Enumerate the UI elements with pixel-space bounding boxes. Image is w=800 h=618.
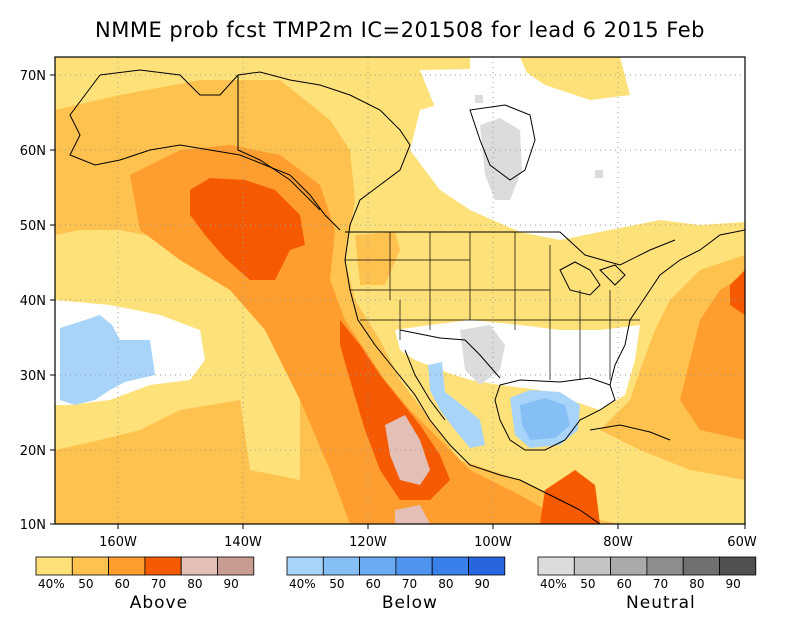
map-title: NMME prob fcst TMP2m IC=201508 for lead … <box>95 18 705 42</box>
lat-label: 70N <box>20 69 46 84</box>
legend-label: 80 <box>187 577 202 591</box>
legend-swatch <box>71 556 110 576</box>
lon-label: 120W <box>349 535 387 550</box>
legend-label: 60 <box>366 577 381 591</box>
legend-label: 50 <box>580 577 595 591</box>
below-40-pacific <box>60 315 155 405</box>
lon-labels: 160W 140W 120W 100W 80W 60W <box>99 535 757 550</box>
legend-label: 70 <box>151 577 166 591</box>
above-70-alaska <box>190 178 305 280</box>
legend-swatch <box>431 556 469 576</box>
legend-above: 40% 50 60 70 80 90 Above <box>35 556 255 613</box>
above-70-central-america <box>540 470 600 524</box>
legend-swatch <box>719 556 757 576</box>
gulf-of-mexico-coast <box>494 377 616 451</box>
legend-caption: Neutral <box>626 593 696 613</box>
legend-label: 40% <box>38 577 65 591</box>
legend-label: 70 <box>402 577 417 591</box>
legend-below: 40% 50 60 70 80 90 Below <box>286 556 506 613</box>
legend-swatch <box>180 556 218 576</box>
legend-swatch <box>646 556 684 576</box>
lon-label: 80W <box>603 535 633 550</box>
legend-swatch <box>108 556 146 576</box>
legend-swatch <box>322 556 360 576</box>
lat-label: 30N <box>20 369 46 384</box>
legend-label: 80 <box>689 577 704 591</box>
legend-swatch <box>286 556 324 576</box>
legend-swatch <box>144 556 182 576</box>
lat-label: 20N <box>20 444 46 459</box>
alaska-west-coast <box>69 74 341 231</box>
above-70-atlantic <box>730 270 745 315</box>
neutral-texas <box>460 325 505 385</box>
map-frame <box>54 56 746 525</box>
legend-caption: Below <box>382 593 438 613</box>
hudson-bay <box>469 104 536 181</box>
legend-neutral: 40% 50 60 70 80 90 Neutral <box>537 556 757 613</box>
neutral-cell <box>595 170 603 178</box>
above-80-patch <box>385 415 430 485</box>
legend-label: 50 <box>78 577 93 591</box>
us-canada-border <box>345 231 676 266</box>
lat-tick-marks <box>50 74 746 529</box>
lat-label: 10N <box>20 518 46 533</box>
normal-conus <box>395 320 640 410</box>
legend: 40% 50 60 70 80 90 Above 40% 50 60 70 80 90 Below 40% 5… <box>35 556 757 613</box>
neutral-cell <box>475 95 483 103</box>
lat-label: 60N <box>20 144 46 159</box>
lon-label: 140W <box>224 535 262 550</box>
lat-label: 40N <box>20 294 46 309</box>
legend-swatch <box>359 556 397 576</box>
legend-label: 70 <box>653 577 668 591</box>
baja-california <box>404 349 446 421</box>
legend-swatch <box>682 556 720 576</box>
legend-label: 50 <box>329 577 344 591</box>
above-50-plateau <box>355 232 400 285</box>
legend-label: 90 <box>224 577 239 591</box>
coastlines <box>69 69 745 524</box>
legend-label: 80 <box>438 577 453 591</box>
map-fields <box>55 57 745 524</box>
above-80-patch-south <box>395 505 430 524</box>
lon-label: 60W <box>727 535 757 550</box>
lon-label: 100W <box>474 535 512 550</box>
legend-swatch <box>395 556 433 576</box>
east-coast <box>609 229 745 386</box>
great-lakes <box>559 261 626 296</box>
north-america-coastline <box>99 69 601 524</box>
legend-swatch <box>610 556 648 576</box>
legend-label: 60 <box>115 577 130 591</box>
lat-label: 50N <box>20 219 46 234</box>
below-40-mexico <box>428 362 485 448</box>
above-40-canada-patch <box>520 57 630 100</box>
above-60-atlantic <box>680 275 745 440</box>
legend-swatch <box>217 556 255 576</box>
us-mexico-border <box>399 329 501 379</box>
legend-label: 40% <box>289 577 316 591</box>
legend-label: 60 <box>617 577 632 591</box>
lat-labels: 70N 60N 50N 40N 30N 20N 10N <box>20 69 46 533</box>
alaska-canada-border <box>237 75 321 211</box>
below-50-gulf <box>520 398 570 440</box>
legend-caption: Above <box>130 593 188 613</box>
legend-swatch <box>537 556 575 576</box>
lon-label: 160W <box>99 535 137 550</box>
legend-label: 90 <box>726 577 741 591</box>
legend-swatch <box>573 556 611 576</box>
legend-swatch <box>468 556 506 576</box>
legend-swatch <box>35 556 73 576</box>
state-borders <box>345 232 640 380</box>
legend-label: 90 <box>475 577 490 591</box>
cuba <box>589 424 671 441</box>
legend-label: 40% <box>540 577 567 591</box>
